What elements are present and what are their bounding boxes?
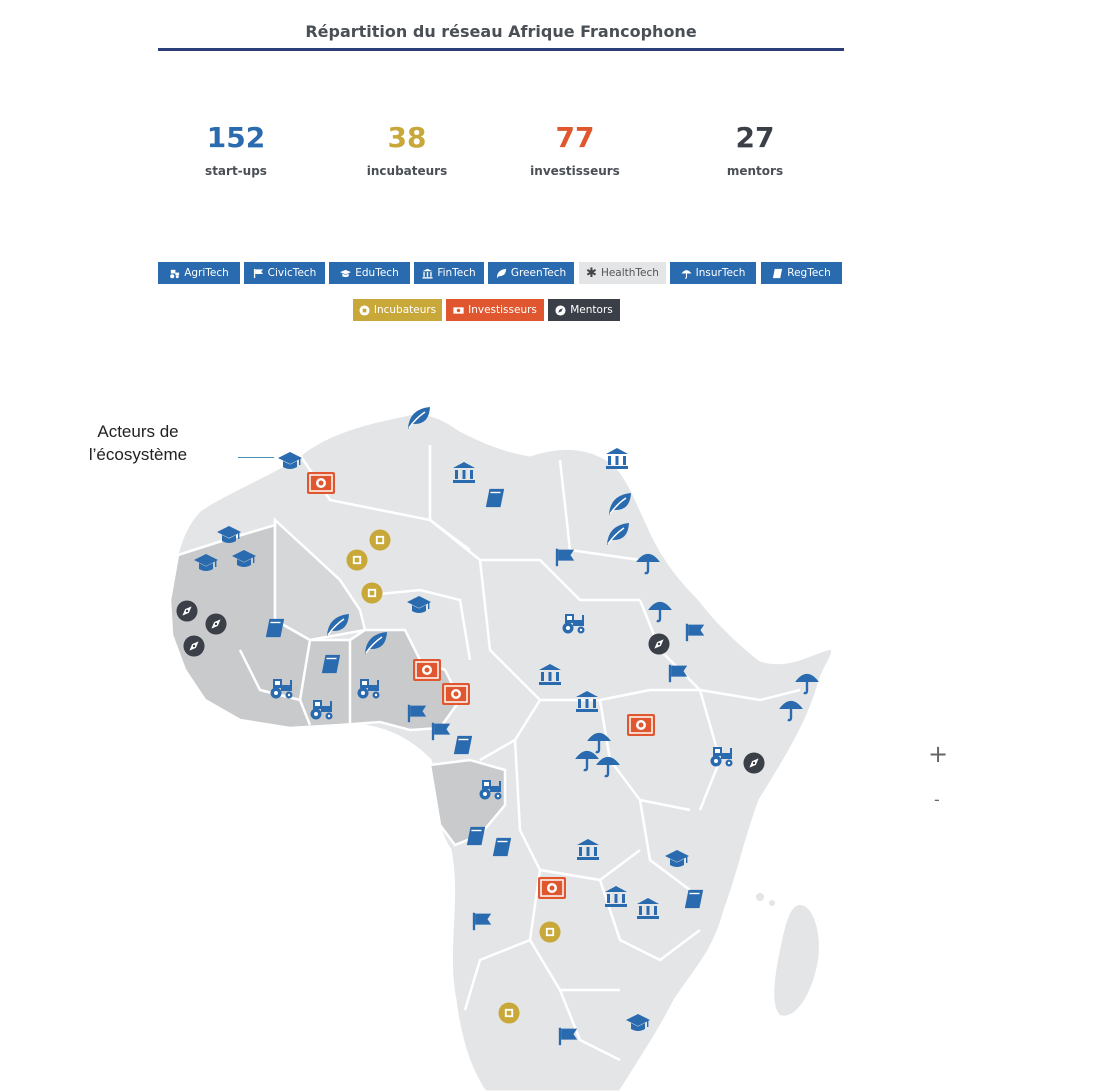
investor-marker[interactable] (538, 877, 566, 899)
incubator-marker[interactable] (346, 549, 368, 571)
investor-marker[interactable] (307, 472, 335, 494)
mentor-marker[interactable] (205, 613, 227, 635)
incubator-marker[interactable] (369, 529, 391, 551)
africa-map[interactable] (0, 390, 1102, 1092)
page-title: Répartition du réseau Afrique Francophon… (305, 22, 697, 41)
investor-marker[interactable] (627, 714, 655, 736)
incubator-marker[interactable] (539, 921, 561, 943)
stat-label: incubateurs (366, 164, 448, 178)
filter-agritech-button[interactable]: AgriTech (158, 262, 240, 284)
filter-investisseurs-button[interactable]: Investisseurs (446, 299, 544, 321)
filter-label: CivicTech (267, 267, 317, 279)
annotation-line2: l’écosystème (88, 445, 188, 464)
book-icon (773, 268, 783, 278)
bank-icon (422, 268, 433, 279)
filter-healthtech-button[interactable]: ✱ HealthTech (579, 262, 666, 284)
filter-label: AgriTech (184, 267, 229, 279)
flag-icon (253, 268, 263, 278)
stat-mentors: 27 mentors (675, 121, 835, 179)
umbrella-icon (681, 269, 692, 279)
filter-mentors-button[interactable]: Mentors (548, 299, 620, 321)
stat-investisseurs: 77 investisseurs (495, 121, 655, 179)
stat-value: 38 (387, 121, 427, 154)
investor-marker[interactable] (413, 659, 441, 681)
tractor-icon (170, 269, 180, 278)
compass-icon (555, 304, 566, 316)
filter-civictech-button[interactable]: CivicTech (244, 262, 325, 284)
stat-label: investisseurs (530, 164, 620, 178)
filter-insurtech-button[interactable]: InsurTech (670, 262, 756, 284)
title-underline (158, 48, 844, 51)
filter-regtech-button[interactable]: RegTech (761, 262, 842, 284)
stat-value: 77 (555, 121, 595, 154)
island (769, 900, 775, 906)
filter-label: GreenTech (510, 267, 567, 279)
money-icon (453, 306, 464, 314)
zoom-in-button[interactable]: + (928, 740, 949, 768)
annotation-pointer (238, 457, 274, 458)
asterisk-icon: ✱ (586, 265, 597, 281)
filter-label: InsurTech (695, 267, 746, 279)
stat-incubateurs: 38 incubateurs (327, 121, 487, 179)
filter-fintech-button[interactable]: FinTech (414, 262, 484, 284)
investor-marker[interactable] (442, 683, 470, 705)
leaf-icon (496, 268, 506, 278)
stat-label: mentors (726, 164, 784, 178)
incubator-marker[interactable] (361, 582, 383, 604)
island (756, 893, 764, 901)
stat-startups: 152 start-ups (156, 121, 316, 179)
filter-label: RegTech (787, 267, 831, 279)
stat-value: 27 (735, 121, 775, 154)
stat-label: start-ups (205, 164, 267, 178)
stat-value: 152 (206, 121, 266, 154)
mentor-marker[interactable] (183, 635, 205, 657)
filter-label: HealthTech (600, 267, 659, 279)
filter-incubateurs-button[interactable]: Incubateurs (353, 299, 442, 321)
zoom-out-button[interactable]: - (934, 790, 940, 809)
filter-label: Mentors (570, 304, 613, 316)
filter-greentech-button[interactable]: GreenTech (488, 262, 574, 284)
africa-landmass (167, 411, 835, 1092)
incubator-marker[interactable] (498, 1002, 520, 1024)
filter-label: FinTech (437, 267, 476, 279)
filter-label: Incubateurs (373, 304, 437, 316)
incubator-icon (359, 304, 370, 316)
madagascar (774, 905, 819, 1016)
filter-edutech-button[interactable]: EduTech (329, 262, 410, 284)
filter-label: Investisseurs (468, 304, 537, 316)
mentor-marker[interactable] (743, 752, 765, 774)
filter-label: EduTech (355, 267, 399, 279)
mentor-marker[interactable] (648, 633, 670, 655)
graduation-cap-icon (340, 269, 352, 277)
annotation-line1: Acteurs de (97, 422, 179, 441)
ecosystem-annotation: Acteurs de l’écosystème (78, 420, 198, 466)
mentor-marker[interactable] (176, 600, 198, 622)
